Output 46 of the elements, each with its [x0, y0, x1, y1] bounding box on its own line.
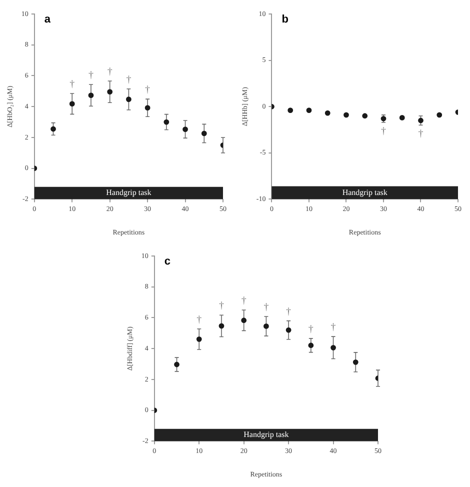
- annotation: †: [330, 322, 336, 334]
- annotation: †: [264, 302, 269, 314]
- point: [69, 101, 75, 107]
- point: [306, 108, 312, 114]
- band-label: Handgrip task: [106, 188, 152, 198]
- point: [196, 336, 202, 342]
- point: [264, 324, 269, 329]
- point: [418, 118, 424, 124]
- point: [288, 108, 294, 114]
- point: [201, 130, 207, 136]
- annotation: †: [88, 70, 94, 82]
- annotation: †: [218, 300, 224, 312]
- annotation: †: [70, 79, 75, 90]
- point: [144, 105, 150, 111]
- point: [344, 112, 349, 118]
- point: [182, 126, 188, 132]
- point: [330, 344, 336, 350]
- annotation: †: [107, 66, 112, 78]
- point: [308, 342, 314, 348]
- chart-title: b: [282, 14, 289, 26]
- annotation: †: [145, 84, 150, 96]
- band-label: Handgrip task: [342, 188, 388, 197]
- point: [218, 323, 224, 329]
- chart-title: a: [44, 14, 52, 26]
- point: [164, 119, 170, 125]
- annotation: †: [418, 128, 424, 140]
- chart-title: c: [164, 256, 171, 268]
- annotation: †: [241, 296, 246, 307]
- point: [126, 96, 132, 102]
- point: [107, 89, 113, 94]
- point: [174, 362, 180, 368]
- point: [241, 318, 247, 324]
- annotation: †: [308, 324, 314, 336]
- annotation: †: [126, 74, 132, 86]
- point: [324, 110, 330, 116]
- annotation: †: [380, 126, 386, 137]
- band-label: Handgrip task: [244, 430, 289, 440]
- annotation: †: [286, 306, 292, 318]
- point: [286, 327, 292, 333]
- point: [362, 113, 368, 119]
- point: [88, 92, 94, 98]
- point: [50, 126, 56, 132]
- point: [436, 112, 442, 118]
- annotation: †: [196, 314, 202, 326]
- point: [352, 359, 358, 365]
- point: [399, 115, 405, 120]
